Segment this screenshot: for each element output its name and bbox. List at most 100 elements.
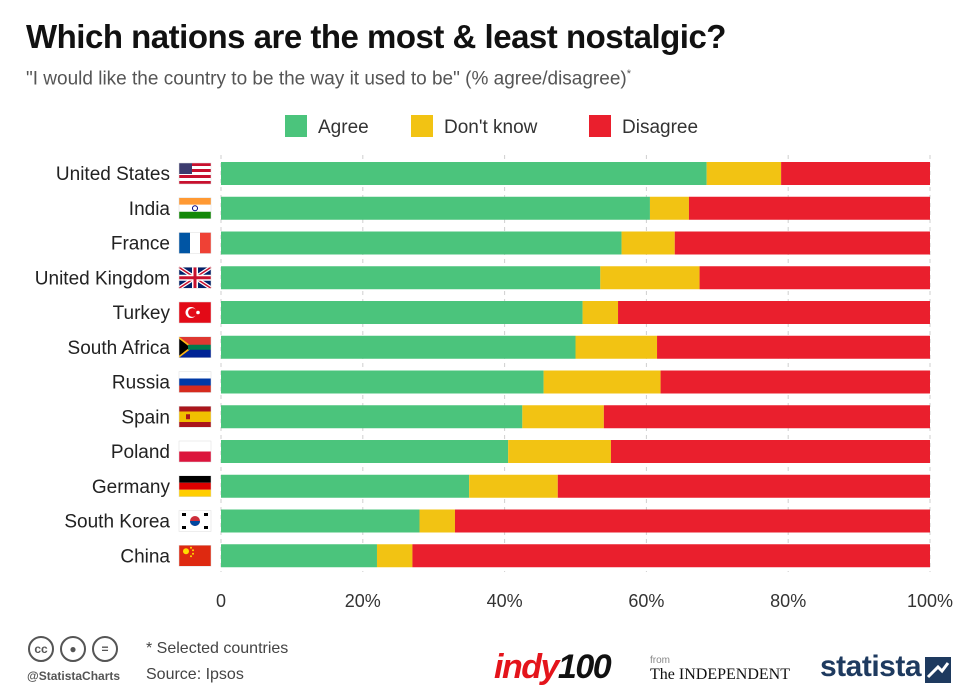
us-stripe: [179, 175, 211, 178]
x-tick-label-5: 100%: [907, 591, 953, 611]
in-chakra: [192, 205, 198, 212]
us-stripe: [179, 181, 211, 184]
flag-border: [178, 267, 212, 289]
china-flag-icon: [178, 545, 212, 567]
bar-segment-disagree: [454, 509, 930, 533]
flag-border: [178, 545, 212, 567]
bar-segment-disagree: [618, 301, 930, 324]
cn-big-star: [183, 548, 189, 555]
no-derivatives-icon: =: [92, 636, 118, 662]
bar-segment-agree: [221, 231, 622, 255]
bar-segment-disagree: [610, 440, 930, 463]
bar-segment-disagree: [603, 405, 930, 429]
bar-segment-agree: [221, 405, 523, 429]
bar-row: India: [129, 196, 930, 220]
in-top: [179, 197, 211, 205]
subtitle-footnote-mark: *: [626, 68, 631, 80]
spain-flag-icon: [178, 406, 212, 428]
es-top: [179, 406, 211, 412]
kr-trigram: [182, 526, 186, 529]
cn-small-star: [192, 549, 194, 552]
fr-blue: [179, 232, 190, 254]
bar-row: Turkey: [113, 301, 930, 324]
bar-segment-don-t-know: [508, 440, 611, 463]
bar-segment-disagree: [699, 266, 930, 290]
kr-trigram: [204, 526, 208, 529]
in-bot: [179, 211, 211, 219]
cn-small-star: [192, 552, 194, 555]
es-emblem: [186, 414, 190, 420]
x-tick-label-3: 60%: [628, 591, 664, 611]
poland-flag-icon: [178, 440, 212, 463]
de-black: [179, 475, 211, 483]
za-blue: [179, 347, 211, 358]
bar-row: Spain: [121, 405, 930, 429]
category-label: South Korea: [64, 512, 170, 533]
es-bot: [179, 422, 211, 428]
ru-white: [179, 371, 211, 379]
uk-flag-icon: [177, 265, 213, 290]
south-korea-flag-icon: [178, 510, 212, 532]
bar-row: United Kingdom: [35, 265, 930, 290]
bar-segment-disagree: [674, 231, 930, 255]
bar-segment-disagree: [412, 544, 930, 568]
bar-segment-disagree: [657, 335, 930, 359]
cn-small-star: [190, 546, 192, 549]
bar-segment-don-t-know: [600, 266, 700, 290]
bar-segment-don-t-know: [582, 301, 619, 324]
category-label: India: [129, 199, 171, 220]
bar-segment-agree: [221, 196, 650, 220]
germany-flag-icon: [178, 475, 212, 497]
us-stripe: [179, 178, 211, 181]
bar-segment-agree: [221, 440, 509, 463]
indy-logo-number: 100: [557, 648, 612, 686]
france-flag-icon: [178, 232, 212, 254]
bar-row: United States: [56, 162, 930, 185]
de-gold: [179, 489, 211, 497]
bar-segment-don-t-know: [419, 509, 455, 533]
bar-segment-don-t-know: [621, 231, 675, 255]
bar-segment-agree: [221, 162, 707, 185]
bar-row: France: [111, 231, 930, 255]
x-tick-label-1: 20%: [345, 591, 381, 611]
legend-label-0: Agree: [318, 117, 369, 138]
attribution-icon: ●: [60, 636, 86, 662]
flag-border: [178, 475, 212, 497]
bar-segment-agree: [221, 370, 544, 394]
cn-small-star: [190, 555, 192, 558]
india-flag-icon: [178, 197, 212, 219]
subtitle-text: "I would like the country to be the way …: [26, 68, 627, 90]
category-label: Poland: [111, 442, 170, 463]
bar-segment-agree: [221, 544, 377, 568]
legend-label-1: Don't know: [444, 117, 538, 138]
us-stripe: [179, 166, 211, 169]
statista-mark-icon: [925, 657, 951, 683]
kr-taeguk-blue: [190, 521, 200, 526]
x-tick-label-2: 40%: [487, 591, 523, 611]
category-label: France: [111, 234, 170, 255]
from-label: from: [650, 655, 670, 666]
footnote: * Selected countries: [146, 640, 289, 657]
cc-icon: cc: [28, 636, 54, 662]
bar-segment-don-t-know: [649, 196, 689, 220]
es-mid: [179, 411, 211, 422]
bar-row: South Korea: [64, 509, 930, 533]
flag-border: [178, 336, 212, 358]
bar-row: Russia: [112, 370, 930, 394]
category-label: South Africa: [68, 338, 171, 359]
indy-logo-text: indy: [494, 648, 559, 686]
bar-segment-don-t-know: [543, 370, 661, 394]
category-label: Turkey: [113, 303, 171, 324]
cn-bg: [179, 545, 211, 567]
kr-trigram: [204, 513, 208, 516]
uk-red-h: [179, 276, 211, 280]
us-stripe: [179, 169, 211, 172]
za-red: [179, 336, 211, 348]
legend-swatch-1: [411, 115, 433, 137]
bar-segment-disagree: [781, 162, 930, 185]
statista-logo: statista: [820, 650, 922, 683]
ru-red: [179, 385, 211, 393]
chart-subtitle: "I would like the country to be the way …: [26, 68, 631, 90]
pl-white: [179, 441, 211, 452]
us-stripe: [179, 172, 211, 175]
